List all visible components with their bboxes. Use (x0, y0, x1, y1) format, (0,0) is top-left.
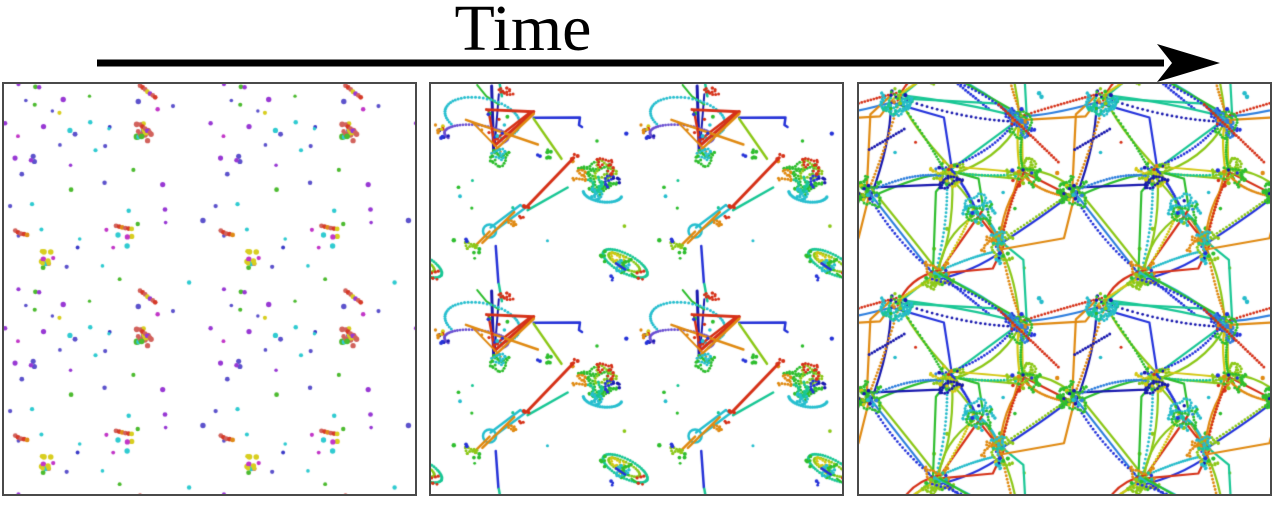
trajectory-canvas-late (859, 84, 1270, 494)
panel-snapshot-early (2, 82, 417, 496)
time-arrow (97, 44, 1220, 82)
time-arrow-head (1157, 44, 1220, 82)
panel-snapshot-middle (429, 82, 844, 496)
figure-title: Time (454, 0, 592, 65)
trajectory-canvas-middle (431, 84, 842, 494)
panel-snapshot-late (857, 82, 1272, 496)
trajectory-canvas-early (4, 84, 415, 494)
